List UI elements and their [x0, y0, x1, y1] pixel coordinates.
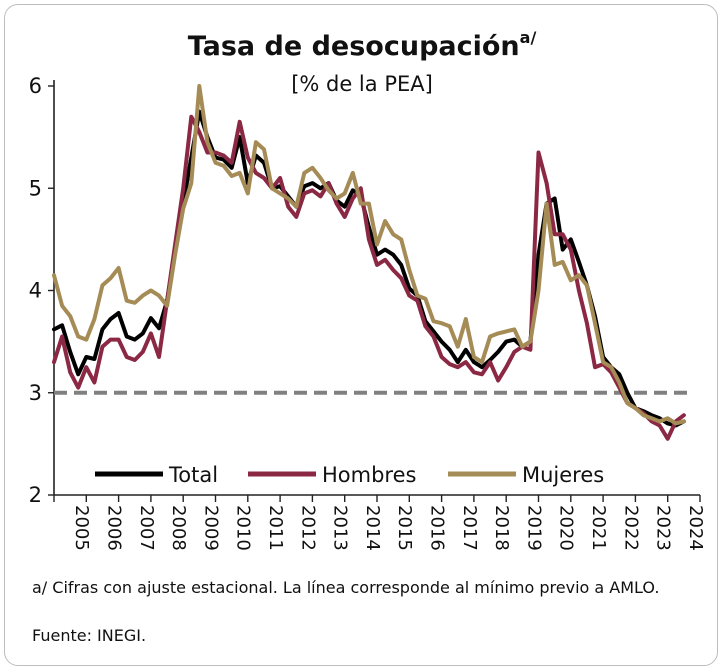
- footnote-source: Fuente: INEGI.: [32, 626, 147, 645]
- x-tick-label: 2020: [556, 505, 577, 551]
- legend: Total Hombres Mujeres: [95, 463, 604, 487]
- x-tick-label: 2021: [588, 505, 609, 551]
- legend-label-mujeres: Mujeres: [522, 463, 604, 487]
- x-tick-label: 2017: [459, 505, 480, 551]
- y-tick-label: 6: [29, 74, 42, 98]
- series-group: [52, 84, 686, 441]
- chart-title-superscript: a/: [520, 28, 537, 47]
- x-tick-label: 2024: [685, 505, 706, 551]
- y-tick-label: 4: [29, 279, 42, 303]
- x-tick-label: 2006: [103, 505, 124, 551]
- footnote-note: a/ Cifras con ajuste estacional. La líne…: [32, 578, 660, 597]
- x-tick-label: 2011: [265, 505, 286, 551]
- x-tick-label: 2016: [426, 505, 447, 551]
- legend-label-hombres: Hombres: [322, 463, 416, 487]
- legend-label-total: Total: [168, 463, 218, 487]
- chart-subtitle: [% de la PEA]: [291, 72, 433, 96]
- series-line-total: [52, 109, 686, 428]
- x-tick-label: 2012: [297, 505, 318, 551]
- x-tick-label: 2008: [168, 505, 189, 551]
- x-tick-label: 2014: [362, 505, 383, 551]
- chart-title-text: Tasa de desocupación: [188, 31, 520, 62]
- x-tick-label: 2018: [491, 505, 512, 551]
- series-line-mujeres: [52, 84, 686, 426]
- axes: 2 3 4 5 6 2005 2006 2007 2008 2009 2010 2011 2012 201…: [29, 74, 706, 551]
- y-tick-label: 5: [29, 176, 42, 200]
- x-tick-label: 2009: [200, 505, 221, 551]
- x-tick-label: 2013: [330, 505, 351, 551]
- x-tick-label: 2022: [620, 505, 641, 551]
- y-tick-label: 2: [29, 483, 42, 507]
- x-tick-label: 2007: [136, 505, 157, 551]
- chart-title: Tasa de desocupacióna/: [188, 28, 537, 62]
- x-tick-label: 2005: [71, 505, 92, 551]
- x-tick-label: 2023: [653, 505, 674, 551]
- x-tick-label: 2015: [394, 505, 415, 551]
- x-tick-label: 2010: [233, 505, 254, 551]
- series-line-hombres: [52, 114, 686, 441]
- x-tick-label: 2019: [523, 505, 544, 551]
- y-tick-label: 3: [29, 381, 42, 405]
